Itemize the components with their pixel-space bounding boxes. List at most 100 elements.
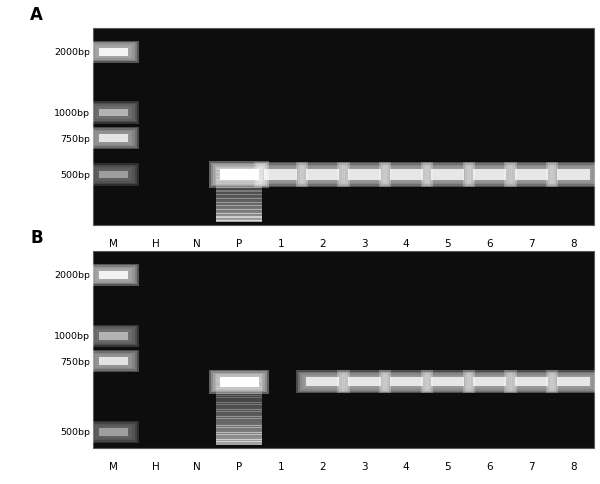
Bar [100, 358, 128, 365]
Bar [209, 162, 269, 188]
Bar [389, 170, 422, 181]
Bar [100, 135, 128, 143]
Bar [217, 392, 262, 394]
Bar [346, 376, 383, 388]
Bar [95, 425, 133, 439]
Bar [548, 372, 598, 392]
Bar [379, 370, 433, 393]
Bar [258, 166, 304, 185]
Bar [344, 167, 385, 183]
Bar [513, 376, 550, 388]
Bar [554, 168, 592, 182]
Bar [217, 217, 262, 219]
Bar [95, 329, 133, 343]
Bar [262, 168, 299, 182]
Bar [423, 372, 473, 392]
Bar [509, 166, 554, 185]
Bar [304, 168, 341, 182]
Bar [467, 166, 512, 185]
Bar [217, 214, 262, 216]
Bar [341, 166, 387, 185]
Bar [91, 166, 137, 185]
Bar [209, 370, 269, 394]
Bar [93, 29, 594, 225]
Bar [217, 425, 262, 428]
Bar [97, 108, 130, 119]
Bar [97, 134, 130, 144]
Bar [217, 418, 262, 421]
Bar [388, 168, 425, 182]
Bar [217, 417, 262, 419]
Bar [95, 168, 133, 182]
Bar [220, 169, 259, 181]
Bar [217, 436, 262, 438]
Bar [217, 174, 262, 176]
Bar [217, 171, 262, 173]
Bar [217, 383, 262, 385]
Text: H: H [152, 239, 160, 249]
Bar [546, 370, 600, 393]
Bar [429, 168, 466, 182]
Bar [506, 164, 556, 186]
Bar [383, 373, 429, 391]
Bar [463, 163, 517, 188]
Bar [340, 372, 389, 392]
Text: 1000bp: 1000bp [54, 109, 90, 118]
Bar [217, 399, 262, 401]
Bar [389, 378, 422, 386]
Bar [93, 353, 134, 370]
Bar [217, 210, 262, 212]
Bar [217, 439, 262, 442]
Bar [217, 176, 262, 178]
Text: 8: 8 [570, 239, 577, 249]
Bar [95, 106, 133, 120]
Bar [217, 194, 262, 195]
Text: N: N [193, 461, 201, 471]
Bar [217, 167, 262, 169]
Text: 7: 7 [528, 461, 535, 471]
Text: 4: 4 [403, 239, 409, 249]
Bar [296, 370, 350, 393]
Bar [217, 184, 262, 186]
Text: 500bp: 500bp [60, 427, 90, 437]
Bar [548, 164, 598, 186]
Text: 1: 1 [278, 461, 284, 471]
Bar [91, 423, 137, 442]
Text: 2000bp: 2000bp [54, 271, 90, 280]
Text: N: N [193, 239, 201, 249]
Bar [554, 376, 592, 388]
Text: 7: 7 [528, 239, 535, 249]
Bar [89, 164, 139, 186]
Bar [217, 411, 262, 413]
Bar [381, 164, 431, 186]
Bar [340, 164, 389, 186]
Bar [217, 406, 262, 408]
Bar [473, 378, 506, 386]
Bar [511, 167, 552, 183]
Bar [217, 395, 262, 398]
Bar [218, 168, 261, 182]
Bar [427, 167, 469, 183]
Bar [217, 388, 262, 391]
Bar [217, 433, 262, 435]
Bar [553, 167, 594, 183]
Bar [217, 431, 262, 433]
Bar [217, 200, 262, 202]
Text: 4: 4 [403, 461, 409, 471]
Text: M: M [109, 239, 118, 249]
Bar [425, 373, 470, 391]
Bar [348, 378, 381, 386]
Bar [217, 169, 262, 170]
Bar [217, 424, 262, 426]
Bar [550, 166, 596, 185]
Bar [385, 375, 427, 389]
Bar [100, 109, 128, 117]
Bar [91, 129, 137, 149]
Bar [214, 373, 265, 391]
Bar [91, 326, 137, 346]
Bar [217, 215, 262, 217]
Bar [515, 170, 548, 181]
Bar [300, 373, 346, 391]
Bar [217, 218, 262, 220]
Bar [97, 270, 130, 281]
